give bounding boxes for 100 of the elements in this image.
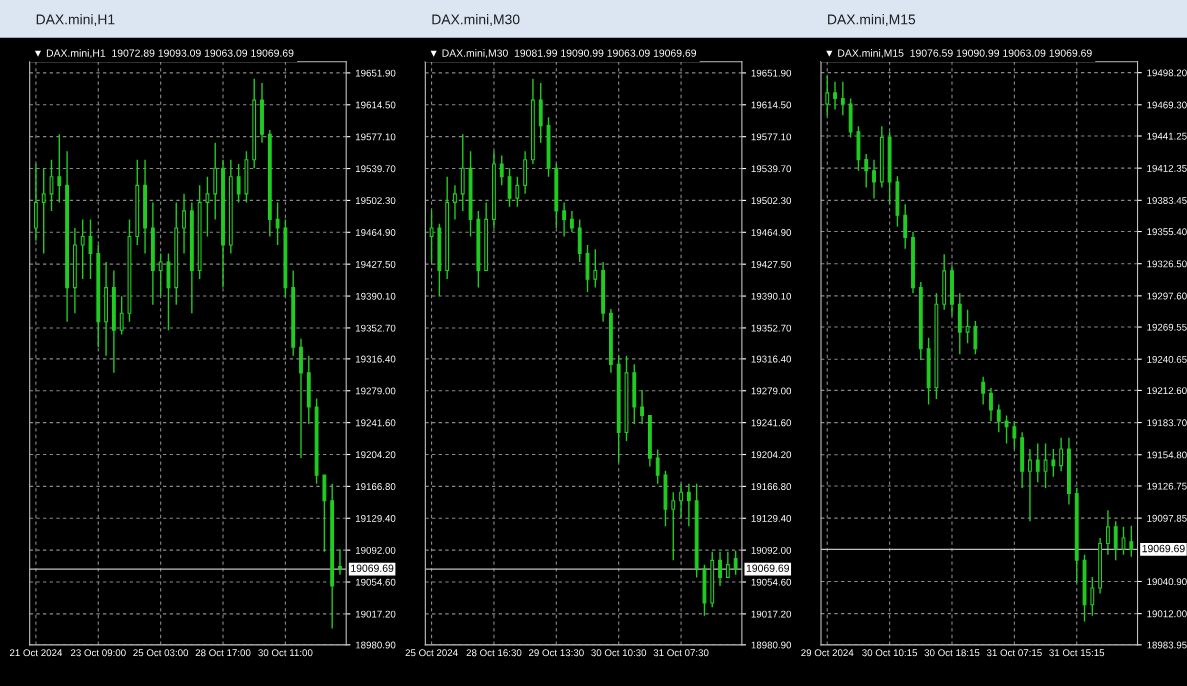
- ref-line-label: 19069.69: [746, 564, 789, 572]
- y-tick-label: 19097.85: [1147, 514, 1187, 522]
- candlestick: [236, 163, 241, 204]
- y-tick-label: 19126.75: [1147, 482, 1187, 490]
- y-tick-label: 19412.35: [1147, 164, 1187, 172]
- candlestick: [1035, 442, 1040, 484]
- candlestick: [275, 201, 280, 246]
- x-tick-label: 25 Oct 03:00: [133, 649, 189, 657]
- x-tick-label: 30 Oct 18:15: [924, 649, 980, 657]
- y-tick-label: 19040.90: [1147, 578, 1187, 586]
- y-tick-label: 19614.50: [355, 101, 396, 109]
- candlestick: [733, 550, 738, 576]
- y-tick-label: 19166.80: [355, 483, 396, 490]
- candlestick: [338, 548, 342, 576]
- y-tick-label: 19316.40: [355, 355, 396, 363]
- candlestick: [833, 81, 837, 111]
- y-tick-label: 19279.00: [751, 387, 792, 395]
- candlestick: [640, 389, 645, 425]
- x-tick-label: 21 Oct 2024: [9, 649, 63, 657]
- ref-line-label: 19069.69: [351, 564, 394, 572]
- candlestick: [429, 210, 434, 263]
- y-tick-label: 19427.50: [355, 260, 396, 268]
- candlestick: [507, 167, 512, 208]
- candlestick: [593, 248, 598, 289]
- y-tick-label: 19464.90: [751, 229, 792, 236]
- candlestick: [49, 159, 54, 212]
- text: ▼ DAX.mini,M15 19076.59 19090.99 19063.09 19069.69: [826, 49, 1092, 58]
- ref-line-label: 19069.69: [1142, 544, 1185, 553]
- candlestick: [80, 218, 85, 280]
- candlestick: [119, 295, 124, 336]
- x-tick-label: 28 Oct 17:00: [195, 649, 251, 657]
- y-tick-label: 19017.20: [751, 610, 792, 618]
- y-tick-label: 19464.90: [355, 229, 396, 236]
- candlestick: [686, 482, 691, 527]
- y-tick-label: 19129.40: [355, 515, 396, 522]
- y-tick-label: 19651.90: [751, 69, 792, 77]
- x-tick-label: 31 Oct 07:30: [653, 649, 709, 657]
- chart-title: DAX.mini,M15: [828, 14, 916, 26]
- y-tick-label: 19166.80: [751, 483, 792, 490]
- y-tick-label: 18980.90: [355, 641, 396, 649]
- y-tick-label: 19352.70: [355, 324, 396, 332]
- y-tick-label: 19355.40: [1147, 228, 1187, 236]
- candlestick: [996, 403, 1001, 433]
- x-tick-label: 31 Oct 07:15: [986, 649, 1042, 657]
- candlestick: [872, 158, 876, 200]
- y-tick-label: 19390.10: [751, 292, 792, 300]
- candlestick: [903, 203, 908, 250]
- text: ▼ DAX.mini,M30 19081.99 19090.99 19063.09 19069.69: [430, 49, 697, 58]
- candlestick: [655, 448, 660, 485]
- y-tick-label: 19241.60: [751, 419, 792, 427]
- candlestick: [725, 551, 730, 579]
- y-tick-label: 19212.60: [1147, 387, 1187, 395]
- candlestick: [981, 375, 986, 406]
- candlestick: [1105, 509, 1110, 556]
- x-tick-label: 29 Oct 13:30: [528, 649, 584, 657]
- chart-title: DAX.mini,M30: [432, 14, 520, 26]
- y-tick-label: 19054.60: [355, 578, 396, 586]
- y-tick-label: 19498.20: [1147, 69, 1187, 77]
- candlestick: [1090, 576, 1095, 617]
- candlestick: [1004, 414, 1009, 445]
- candlestick: [569, 210, 574, 233]
- x-tick-label: 30 Oct 11:00: [258, 649, 313, 657]
- candlestick: [1121, 526, 1126, 556]
- y-tick-label: 19390.10: [355, 292, 396, 300]
- candlestick: [1043, 442, 1048, 489]
- candlestick: [562, 201, 567, 238]
- y-tick-label: 19502.30: [355, 197, 396, 205]
- candlestick: [973, 320, 978, 356]
- x-tick-label: 29 Oct 2024: [801, 649, 854, 657]
- y-tick-label: 19651.90: [355, 69, 396, 77]
- candlestick: [989, 387, 993, 422]
- candlestick: [840, 81, 845, 116]
- y-tick-label: 19241.60: [355, 419, 396, 427]
- candlestick: [671, 491, 676, 562]
- chart-title: DAX.mini,H1: [36, 14, 115, 26]
- y-tick-label: 19012.00: [1147, 610, 1187, 618]
- candlestick: [88, 218, 93, 280]
- candlestick: [718, 551, 722, 587]
- x-tick-label: 30 Oct 10:15: [862, 649, 918, 657]
- y-tick-label: 19539.70: [751, 165, 792, 173]
- x-tick-label: 25 Oct 2024: [405, 649, 458, 657]
- y-tick-label: 18983.95: [1147, 641, 1187, 649]
- candlestick: [205, 176, 210, 238]
- candlestick: [1059, 437, 1064, 472]
- y-tick-label: 19577.10: [751, 133, 792, 141]
- candlestick: [182, 193, 186, 255]
- candlestick: [515, 176, 520, 208]
- y-tick-label: 19383.45: [1147, 197, 1187, 204]
- candlestick: [57, 133, 62, 204]
- y-tick-label: 19017.20: [355, 610, 396, 618]
- candlestick: [825, 75, 830, 116]
- y-tick-label: 19614.50: [751, 101, 792, 109]
- y-tick-label: 19427.50: [751, 260, 792, 268]
- candlestick: [453, 184, 457, 221]
- y-tick-label: 19502.30: [751, 197, 792, 205]
- text: ▼ DAX.mini,H1 19072.89 19093.09 19063.09 19069.69: [34, 49, 294, 58]
- x-tick-label: 31 Oct 15:15: [1049, 649, 1105, 657]
- y-tick-label: 19316.40: [751, 355, 792, 363]
- candlestick: [864, 153, 869, 189]
- y-tick-label: 19129.40: [751, 515, 792, 522]
